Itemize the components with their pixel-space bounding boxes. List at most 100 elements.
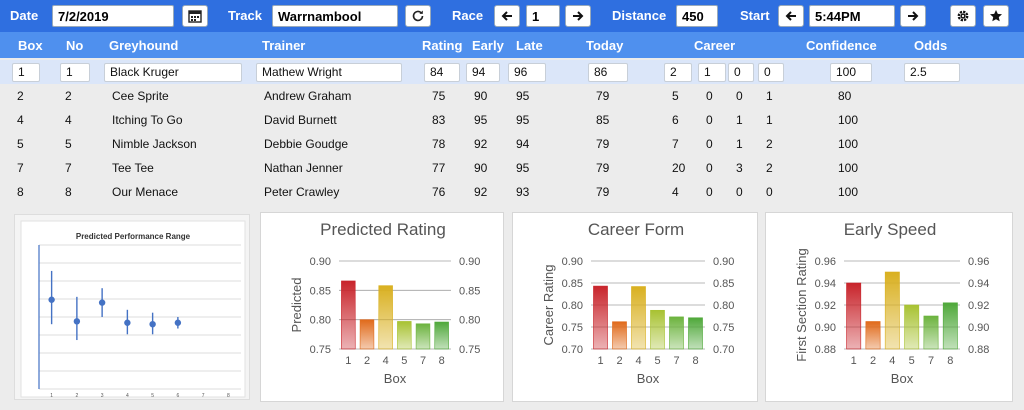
cell-early: 92 [474,185,488,199]
data-point [149,321,156,328]
col-late[interactable]: Late [516,38,543,53]
cell-late: 95 [516,161,530,175]
y-tick-label-left: 0.75 [310,344,331,356]
cell-c1: 4 [672,185,679,199]
y-tick-label-left: 0.88 [815,344,836,356]
refresh-button[interactable] [405,5,431,27]
x-tick-label: 8 [439,355,445,367]
cell-early[interactable]: 94 [466,63,500,82]
cell-late: 94 [516,137,530,151]
runners-table: 1 1 Black Kruger Mathew Wright 84 94 96 86 2 1 0 0 1… [0,58,1024,208]
cell-c3[interactable]: 0 [728,63,754,82]
cell-trainer[interactable]: Mathew Wright [256,63,402,82]
cell-odds[interactable]: 2.5 [904,63,960,82]
predicted-rating-chart: Predicted Rating 0.75 0.75 0.80 0.80 0.85 0.85… [289,220,480,386]
cell-c2[interactable]: 1 [698,63,726,82]
start-next-button[interactable] [900,5,926,27]
cell-today: 79 [596,89,610,103]
col-greyhound[interactable]: Greyhound [109,38,179,53]
cell-no: 2 [65,89,72,103]
col-today[interactable]: Today [586,38,624,53]
cell-c1[interactable]: 2 [664,63,692,82]
table-row[interactable]: 7 7 Tee Tee Nathan Jenner 77 90 95 79 20 0 3 2 100 [0,156,1024,180]
col-trainer[interactable]: Trainer [262,38,306,53]
y-axis-label: Predicted [289,278,304,333]
cell-confidence[interactable]: 100 [830,63,872,82]
cell-c1: 7 [672,137,679,151]
y-tick-label-right: 0.80 [459,315,480,327]
y-tick-label-right: 0.90 [968,322,989,334]
bar [415,323,431,350]
cell-no: 8 [65,185,72,199]
table-row[interactable]: 2 2 Cee Sprite Andrew Graham 75 90 95 79 5 0 0 1 80 [0,84,1024,108]
x-tick-label: 4 [635,355,641,367]
cell-trainer: Peter Crawley [264,185,340,199]
settings-button[interactable] [950,5,976,27]
cell-c3: 1 [736,137,743,151]
bar [942,302,958,350]
arrow-right-icon [573,11,584,21]
x-tick-label: 7 [928,355,934,367]
cell-box: 2 [17,89,24,103]
table-row[interactable]: 8 8 Our Menace Peter Crawley 76 92 93 79 4 0 0 0 100 [0,180,1024,204]
arrow-right-icon [908,11,919,21]
date-input[interactable]: 7/2/2019 [52,5,174,27]
performance-range-chart: Predicted Performance Range 1 2 3 4 5 6 7 8 [20,220,246,399]
cell-early: 92 [474,137,488,151]
x-tick-label: 7 [673,355,679,367]
data-point [73,318,81,325]
y-axis-label: First Section Rating [794,248,809,361]
y-tick-label-left: 0.92 [815,300,836,312]
distance-label: Distance [612,8,667,23]
race-next-button[interactable] [565,5,591,27]
chart-title: Predicted Rating [320,220,446,239]
calendar-button[interactable] [182,5,208,27]
plot-background [20,220,246,398]
bar [865,321,881,350]
cell-c3: 0 [736,89,743,103]
table-row[interactable]: 1 1 Black Kruger Mathew Wright 84 94 96 86 2 1 0 0 1… [0,60,1024,84]
data-point [174,319,182,326]
col-odds[interactable]: Odds [914,38,948,53]
y-tick-label-left: 0.70 [562,344,583,356]
bar [884,271,900,350]
y-tick-label-right: 0.75 [459,344,480,356]
col-confidence[interactable]: Confidence [806,38,877,53]
table-row[interactable]: 5 5 Nimble Jackson Debbie Goudge 78 92 94 79 7 0 1… [0,132,1024,156]
col-career[interactable]: Career [694,38,736,53]
cell-rating[interactable]: 84 [424,63,460,82]
race-input[interactable]: 1 [526,5,560,27]
cell-late: 95 [516,113,530,127]
y-tick-label-left: 0.90 [310,256,331,268]
start-prev-button[interactable] [778,5,804,27]
favorite-button[interactable] [983,5,1009,27]
x-tick-label: 2 [75,393,78,399]
col-early[interactable]: Early [472,38,504,53]
cell-late[interactable]: 96 [508,63,546,82]
cell-no[interactable]: 1 [60,63,90,82]
y-tick-label-right: 0.94 [968,278,989,290]
x-axis-label: Box [891,371,914,386]
cell-box[interactable]: 1 [12,63,40,82]
col-box[interactable]: Box [18,38,43,53]
track-input[interactable]: Warrnambool [272,5,398,27]
table-row[interactable]: 4 4 Itching To Go David Burnett 83 95 95 85 6 0 1 1… [0,108,1024,132]
start-time-input[interactable]: 5:44PM [809,5,895,27]
cell-trainer: Debbie Goudge [264,137,349,151]
cell-today[interactable]: 86 [588,63,628,82]
cell-c4[interactable]: 0 [758,63,784,82]
col-no[interactable]: No [66,38,84,53]
cell-confidence: 80 [838,89,852,103]
bar [378,285,393,350]
x-tick-label: 4 [889,355,895,367]
x-tick-label: 7 [202,393,205,399]
cell-greyhound[interactable]: Black Kruger [104,63,242,82]
race-prev-button[interactable] [494,5,520,27]
cell-late: 95 [516,89,530,103]
cell-rating: 78 [432,137,446,151]
distance-input[interactable]: 450 [676,5,718,27]
col-rating[interactable]: Rating [422,38,463,53]
cell-c4: 0 [766,185,773,199]
x-tick-label: 4 [383,355,389,367]
y-tick-label-left: 0.94 [815,278,836,290]
